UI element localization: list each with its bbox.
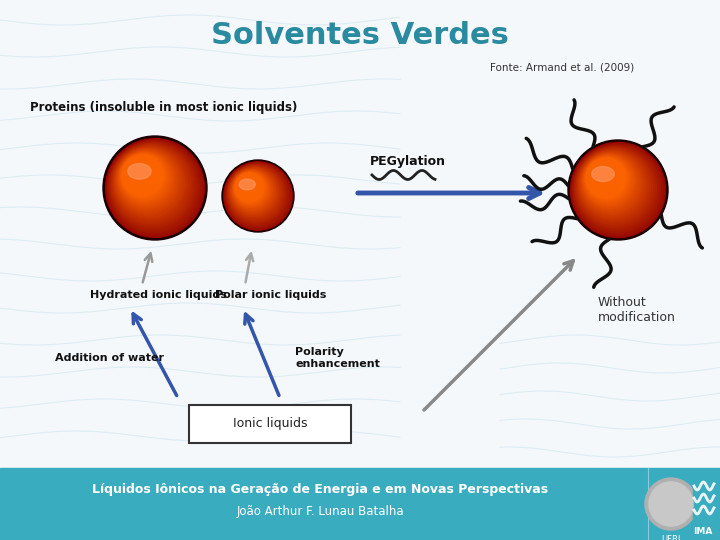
Circle shape [109, 142, 197, 230]
Ellipse shape [592, 166, 614, 181]
Text: IMA: IMA [693, 528, 713, 537]
Circle shape [228, 166, 282, 219]
Circle shape [107, 140, 203, 237]
Text: Polarity
enhancement: Polarity enhancement [295, 347, 380, 369]
Circle shape [122, 155, 163, 197]
Circle shape [114, 147, 184, 218]
Text: UFRJ: UFRJ [661, 535, 680, 540]
Text: Hydrated ionic liquids: Hydrated ionic liquids [90, 290, 227, 300]
Text: Fonte: Armand et al. (2009): Fonte: Armand et al. (2009) [490, 63, 634, 73]
Circle shape [582, 154, 636, 208]
Circle shape [230, 167, 279, 217]
Circle shape [645, 478, 697, 530]
Circle shape [580, 152, 642, 214]
FancyBboxPatch shape [189, 405, 351, 443]
Text: Ionic liquids: Ionic liquids [233, 417, 307, 430]
Circle shape [112, 145, 189, 221]
Circle shape [227, 165, 286, 224]
Circle shape [584, 156, 632, 204]
Circle shape [228, 166, 283, 221]
Text: Polar ionic liquids: Polar ionic liquids [215, 290, 326, 300]
Circle shape [229, 167, 280, 218]
Ellipse shape [239, 179, 256, 190]
Circle shape [118, 151, 174, 207]
Text: Líquidos Iônicos na Geração de Energia e em Novas Perspectivas: Líquidos Iônicos na Geração de Energia e… [92, 483, 548, 496]
Circle shape [582, 153, 638, 210]
Circle shape [579, 151, 644, 217]
Circle shape [583, 155, 634, 206]
Circle shape [572, 144, 662, 234]
Circle shape [573, 145, 660, 232]
Circle shape [586, 158, 626, 198]
Circle shape [225, 163, 290, 228]
Text: Addition of water: Addition of water [55, 353, 164, 363]
Circle shape [572, 144, 665, 237]
Circle shape [585, 157, 630, 202]
Circle shape [114, 147, 182, 215]
Circle shape [578, 151, 647, 218]
Circle shape [576, 148, 652, 225]
Circle shape [106, 139, 204, 238]
Circle shape [235, 173, 264, 202]
Circle shape [225, 163, 292, 230]
Circle shape [107, 140, 202, 234]
Circle shape [231, 169, 274, 212]
Circle shape [225, 164, 289, 227]
Circle shape [117, 150, 176, 209]
Circle shape [112, 144, 191, 224]
Circle shape [230, 168, 276, 213]
Ellipse shape [127, 164, 151, 179]
Circle shape [581, 153, 640, 212]
Circle shape [113, 146, 186, 220]
Circle shape [224, 162, 292, 230]
Circle shape [120, 152, 170, 202]
Circle shape [649, 482, 693, 526]
Text: João Arthur F. Lunau Batalha: João Arthur F. Lunau Batalha [236, 505, 404, 518]
Circle shape [575, 147, 654, 226]
Circle shape [228, 165, 284, 222]
Circle shape [110, 143, 195, 228]
Circle shape [570, 143, 665, 238]
Circle shape [233, 170, 271, 209]
Circle shape [233, 171, 270, 208]
Circle shape [585, 157, 628, 200]
Text: PEGylation: PEGylation [370, 156, 446, 168]
Circle shape [577, 149, 650, 222]
Circle shape [230, 168, 277, 215]
Circle shape [222, 160, 294, 232]
Text: Solventes Verdes: Solventes Verdes [211, 21, 509, 50]
Circle shape [575, 146, 657, 228]
Circle shape [111, 144, 193, 226]
Bar [693, 476, 715, 528]
Circle shape [577, 150, 648, 220]
Circle shape [574, 146, 659, 231]
Circle shape [234, 172, 266, 205]
Circle shape [108, 141, 199, 232]
Circle shape [120, 153, 168, 201]
Circle shape [233, 171, 269, 206]
Circle shape [121, 154, 166, 199]
Circle shape [232, 170, 273, 211]
Circle shape [226, 164, 287, 225]
Text: Proteins (insoluble in most ionic liquids): Proteins (insoluble in most ionic liquid… [30, 102, 297, 114]
Circle shape [116, 149, 178, 211]
Circle shape [235, 172, 265, 203]
Circle shape [568, 140, 668, 240]
Circle shape [115, 148, 180, 213]
Bar [0, 468, 720, 540]
Circle shape [103, 136, 207, 240]
Text: Without
modification: Without modification [598, 296, 676, 324]
Circle shape [119, 152, 172, 205]
